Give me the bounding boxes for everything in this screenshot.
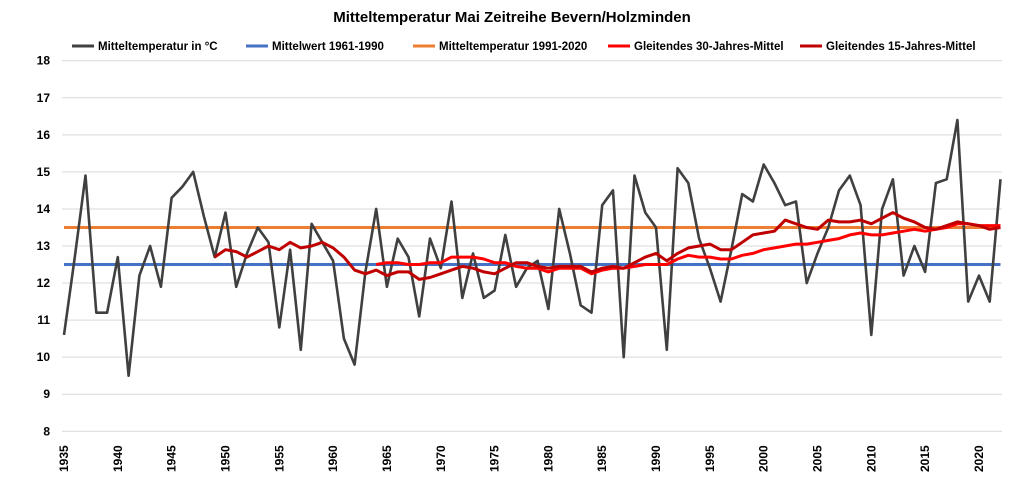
x-axis-ticks: 1935 1940 1945 1950 1955 1960 1965 1970 1975 1980… bbox=[57, 445, 986, 472]
series-line-3 bbox=[375, 222, 1001, 276]
legend-label: Mitteltemperatur 1991-2020 bbox=[439, 41, 587, 53]
y-tick-label: 14 bbox=[37, 202, 51, 216]
x-tick-label: 1990 bbox=[649, 445, 663, 472]
x-tick-label: 2015 bbox=[918, 445, 932, 472]
y-tick-label: 16 bbox=[37, 128, 51, 142]
x-tick-label: 1975 bbox=[488, 445, 502, 472]
legend-label: Gleitendes 15-Jahres-Mittel bbox=[826, 41, 976, 53]
x-tick-label: 1965 bbox=[380, 445, 394, 472]
legend-label: Gleitendes 30-Jahres-Mittel bbox=[634, 41, 784, 53]
x-tick-label: 1985 bbox=[595, 445, 609, 472]
x-tick-label: 2005 bbox=[811, 445, 825, 472]
x-tick-label: 1955 bbox=[272, 445, 286, 472]
y-tick-label: 13 bbox=[37, 239, 51, 253]
x-tick-label: 2020 bbox=[972, 445, 986, 472]
x-tick-label: 2010 bbox=[864, 445, 878, 472]
y-tick-label: 8 bbox=[43, 424, 50, 438]
x-tick-label: 1980 bbox=[541, 445, 555, 472]
x-tick-label: 1950 bbox=[218, 445, 232, 472]
gridlines bbox=[62, 60, 1002, 432]
chart-title: Mitteltemperatur Mai Zeitreihe Bevern/Ho… bbox=[333, 9, 691, 26]
y-tick-label: 11 bbox=[37, 313, 50, 327]
legend: Mitteltemperatur in °C Mittelwert 1961-19… bbox=[72, 41, 976, 53]
x-tick-label: 1970 bbox=[434, 445, 448, 472]
series-line-4 bbox=[213, 211, 1001, 281]
x-tick-label: 1960 bbox=[326, 445, 340, 472]
x-tick-label: 1945 bbox=[165, 445, 179, 472]
series-lines bbox=[62, 118, 1002, 378]
y-tick-label: 10 bbox=[37, 350, 51, 364]
y-tick-label: 17 bbox=[37, 91, 51, 105]
y-tick-label: 18 bbox=[37, 54, 51, 68]
x-tick-label: 1940 bbox=[111, 445, 125, 472]
y-tick-label: 9 bbox=[43, 387, 50, 401]
y-tick-label: 12 bbox=[37, 276, 51, 290]
x-tick-label: 1995 bbox=[703, 445, 717, 472]
y-tick-label: 15 bbox=[37, 165, 51, 179]
x-tick-label: 1935 bbox=[57, 445, 71, 472]
legend-label: Mittelwert 1961-1990 bbox=[272, 41, 384, 53]
y-axis-ticks: 8 9 10 11 12 13 14 15 16 17 18 bbox=[37, 54, 51, 439]
legend-label: Mitteltemperatur in °C bbox=[98, 41, 218, 53]
series-line-0 bbox=[62, 118, 1002, 378]
x-tick-label: 2000 bbox=[757, 445, 771, 472]
